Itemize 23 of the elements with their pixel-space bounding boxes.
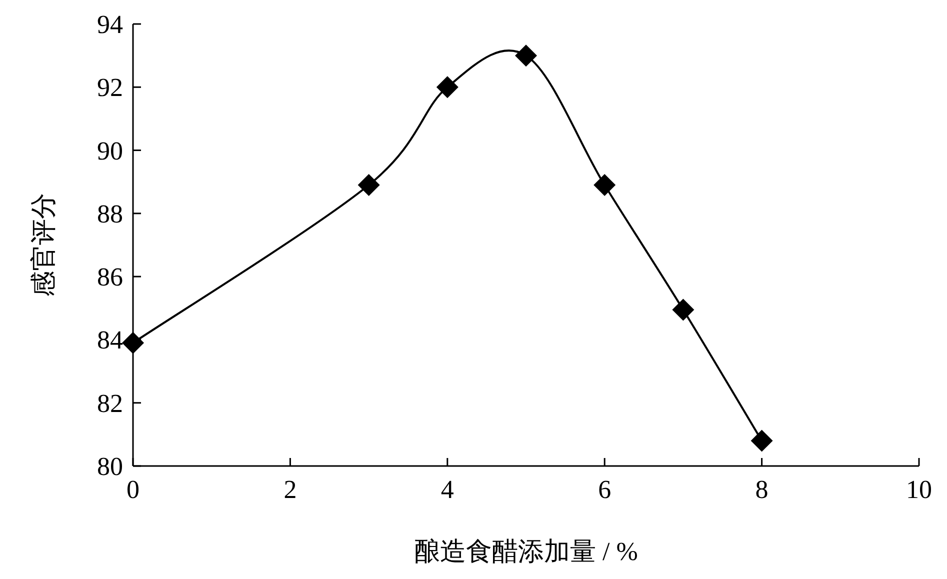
y-tick-label: 80 <box>97 452 123 481</box>
point <box>122 332 144 354</box>
x-tick-label: 10 <box>906 475 932 504</box>
x-tick-label: 6 <box>598 475 612 504</box>
y-tick-label: 84 <box>97 326 123 355</box>
y-tick-label: 86 <box>97 262 123 292</box>
y-tick-label: 90 <box>97 136 123 166</box>
point <box>594 174 616 196</box>
y-tick-label: 88 <box>97 199 123 228</box>
x-tick-label: 2 <box>284 475 297 504</box>
y-tick-label: 94 <box>97 10 123 39</box>
point <box>515 44 537 67</box>
x-tick-label: 0 <box>126 475 140 504</box>
y-tick-label: 82 <box>97 388 123 418</box>
point <box>750 430 773 452</box>
point <box>358 174 380 196</box>
x-tick-label: 8 <box>755 475 768 504</box>
y-tick-label: 92 <box>97 73 123 102</box>
point <box>672 298 694 321</box>
x-tick-label: 4 <box>440 475 454 504</box>
x-axis-title: 酿造食醋添加量 / % <box>414 537 638 566</box>
point <box>436 76 458 98</box>
y-axis-title: 感官评分 <box>29 193 58 297</box>
